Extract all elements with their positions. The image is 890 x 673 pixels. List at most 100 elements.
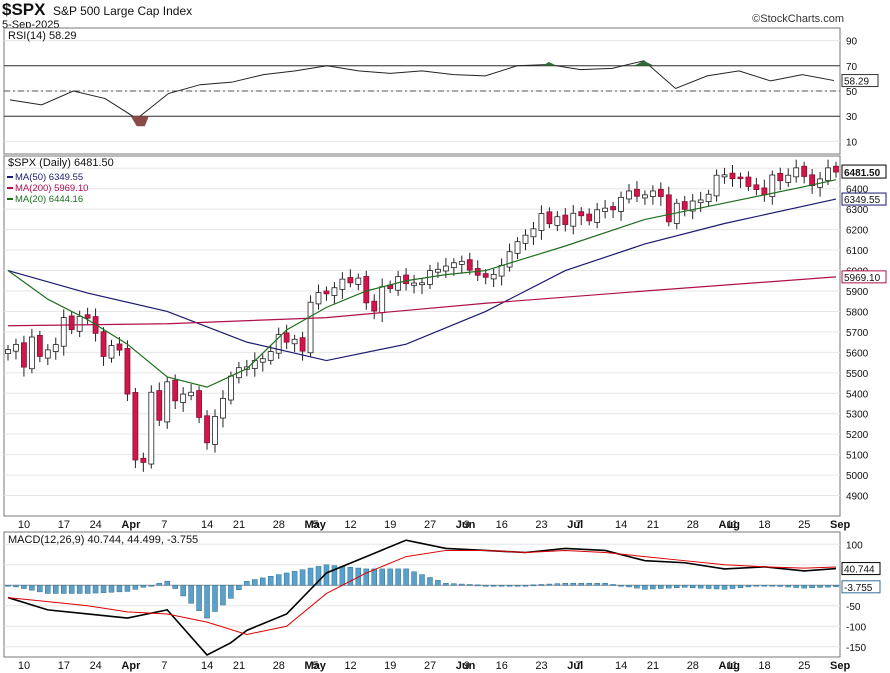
macd-histogram-bar <box>721 585 728 590</box>
candle-body <box>76 315 83 332</box>
candle-body <box>570 212 577 227</box>
candle-body <box>44 349 51 359</box>
macd-histogram-bar <box>745 585 752 588</box>
macd-value-box <box>841 562 881 576</box>
macd-histogram-bar <box>180 585 186 597</box>
macd-histogram-bar <box>236 585 242 591</box>
macd-histogram-bar <box>570 582 577 586</box>
macd-histogram-bar <box>291 571 298 586</box>
price-x-label: 28 <box>273 519 285 531</box>
ma50-value-label: 6349.55 <box>844 195 881 206</box>
macd-histogram-bar <box>490 585 497 587</box>
candle-body <box>681 201 688 210</box>
candle-body <box>283 332 290 343</box>
macd-histogram-bar <box>339 566 346 586</box>
macd-hist-value-box <box>841 580 881 594</box>
candle-body <box>578 211 585 217</box>
index-name: S&P 500 Large Cap Index <box>52 4 193 18</box>
macd-histogram-bar <box>164 580 170 586</box>
macd-histogram-bar <box>602 582 608 586</box>
price-x-label: 12 <box>344 519 356 531</box>
candle-body <box>52 344 59 352</box>
candle-body <box>458 260 465 265</box>
macd-histogram-bar <box>29 585 35 591</box>
macd-histogram-bar <box>546 583 553 586</box>
macd-x-label: 28 <box>273 660 285 672</box>
macd-histogram-bar <box>196 585 202 611</box>
price-value-label: 6481.50 <box>844 168 881 179</box>
macd-hist-value-label: -3.755 <box>844 583 873 594</box>
price-tick-label: 5600 <box>846 348 869 359</box>
candle-body <box>642 194 648 199</box>
macd-histogram-bar <box>538 584 545 586</box>
macd-histogram-bar <box>395 568 401 586</box>
candle-body <box>60 317 67 347</box>
macd-x-label: Jun <box>456 660 476 672</box>
candle-body <box>355 277 362 285</box>
price-tick-label: 5100 <box>846 451 869 462</box>
macd-histogram-bar <box>769 585 776 587</box>
macd-histogram-bar <box>729 585 736 589</box>
candle-body <box>737 176 744 180</box>
rsi-oversold-fill <box>130 116 149 127</box>
macd-histogram-bar <box>188 585 194 604</box>
candle-body <box>196 390 202 418</box>
macd-x-label: May <box>305 660 327 672</box>
macd-x-label: 24 <box>90 660 102 672</box>
rsi-tick-label: 70 <box>846 62 858 73</box>
macd-histogram-bar <box>212 585 218 612</box>
candle-body <box>761 187 768 196</box>
macd-x-label: 14 <box>615 660 627 672</box>
macd-value-label: 40.744 <box>844 565 875 576</box>
rsi-tick-label: 90 <box>846 37 858 48</box>
macd-histogram-bar <box>626 585 632 588</box>
macd-x-label: 7 <box>161 660 167 672</box>
price-x-label: Jul <box>567 519 583 531</box>
macd-histogram-bar <box>411 571 417 586</box>
macd-histogram-bar <box>610 584 616 586</box>
macd-histogram-bar <box>315 566 322 586</box>
candle-body <box>442 265 449 272</box>
price-tick-label: 5300 <box>846 410 869 421</box>
macd-histogram-bar <box>172 585 178 589</box>
macd-histogram-bar <box>697 585 704 589</box>
candle-body <box>156 390 163 421</box>
macd-x-label: 18 <box>758 660 770 672</box>
macd-histogram-bar <box>689 585 696 588</box>
candle-body <box>649 190 656 197</box>
macd-histogram-bar <box>705 585 712 589</box>
macd-histogram-bar <box>220 585 226 606</box>
candle-body <box>562 214 569 225</box>
macd-x-label: 21 <box>233 660 245 672</box>
price-panel <box>3 155 841 517</box>
rsi-tick-label: 30 <box>846 112 858 123</box>
candle-body <box>665 194 672 223</box>
macd-histogram-bar <box>658 585 664 589</box>
ma200-value-label: 5969.10 <box>844 273 881 284</box>
price-tick-label: 6200 <box>846 226 869 237</box>
price-tick-label: 6300 <box>846 205 869 216</box>
macd-x-label: 21 <box>647 660 659 672</box>
macd-histogram-bar <box>331 565 338 586</box>
price-x-label: 5 <box>313 519 319 531</box>
candle-body <box>809 174 816 187</box>
candle-body <box>721 174 728 178</box>
macd-histogram-bar <box>53 585 59 594</box>
candle-body <box>291 338 298 345</box>
macd-histogram-bar <box>443 582 449 586</box>
macd-histogram-bar <box>761 585 768 587</box>
legend-ma200: MA(200) 5969.10 <box>15 183 88 194</box>
macd-histogram-bar <box>252 579 258 586</box>
candle-body <box>602 207 609 212</box>
candle-body <box>28 336 35 370</box>
macd-histogram-bar <box>379 568 385 586</box>
candle-body <box>188 391 195 397</box>
macd-histogram-bar <box>387 568 393 586</box>
candle-body <box>307 301 314 354</box>
candle-body <box>610 206 616 211</box>
candle-body <box>363 276 370 304</box>
macd-tick-label: -150 <box>846 643 866 654</box>
rsi-overbought-fill <box>633 60 654 66</box>
rsi-tick-label: 10 <box>846 137 858 148</box>
